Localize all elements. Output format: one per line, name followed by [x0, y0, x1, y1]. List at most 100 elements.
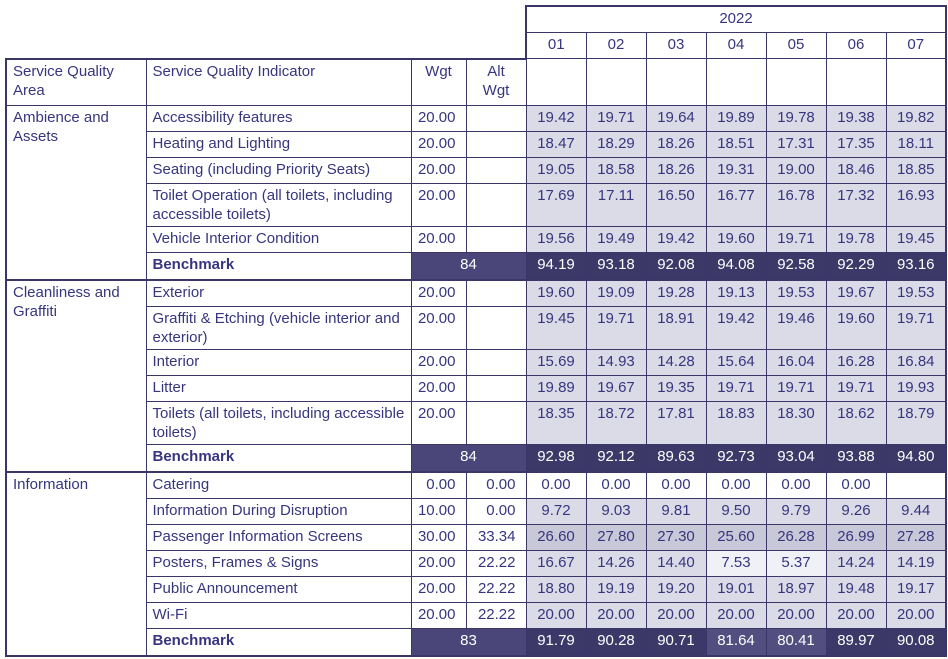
benchmark-value-cell: 80.41 [765, 627, 827, 657]
value-cell: 19.35 [645, 374, 707, 402]
value-cell: 18.80 [525, 575, 587, 603]
value-cell: 16.04 [765, 348, 827, 376]
column-header-alt-wgt: Alt Wgt [465, 57, 527, 106]
value-cell: 14.40 [645, 549, 707, 577]
value-cell: 9.79 [765, 497, 827, 525]
value-cell: 19.71 [825, 374, 887, 402]
value-cell: 19.93 [885, 374, 947, 402]
benchmark-value-cell: 90.71 [645, 627, 707, 657]
wgt-cell: 20.00 [410, 225, 467, 253]
value-cell [885, 471, 947, 499]
wgt-cell: 20.00 [410, 348, 467, 376]
indicator-row: Seating (including Priority Seats) 20.00 1… [6, 156, 947, 184]
alt-wgt-cell [465, 104, 527, 132]
column-header-indicator: Service Quality Indicator [145, 57, 412, 106]
month-header-cell: 04 [705, 32, 767, 59]
month-header-spacer-cell [765, 58, 827, 106]
sq-table: 2022 01 02 03 04 05 06 07 Service Quality Area Se… [5, 5, 947, 657]
value-cell: 26.99 [825, 523, 887, 551]
indicator-row: Litter 20.00 19.89 19.67 19.35 19.71 19.71 19.7… [6, 374, 947, 402]
benchmark-value-cell: 90.08 [885, 627, 947, 657]
alt-wgt-cell [465, 156, 527, 184]
wgt-cell: 0.00 [410, 471, 467, 499]
benchmark-value-cell: 93.18 [585, 251, 647, 281]
indicator-row: Heating and Lighting 20.00 18.47 18.29 18.26… [6, 130, 947, 158]
value-cell: 18.83 [705, 400, 767, 445]
month-header-spacer-cell [585, 58, 647, 106]
value-cell: 18.30 [765, 400, 827, 445]
benchmark-value-cell: 94.19 [525, 251, 587, 281]
indicator-cell: Toilet Operation (all toilets, including… [145, 182, 412, 227]
benchmark-value-cell: 89.97 [825, 627, 887, 657]
value-cell: 19.00 [765, 156, 827, 184]
benchmark-row: Benchmark 83 91.79 90.28 90.71 81.64 80.41 89.9… [6, 627, 947, 657]
value-cell: 16.77 [705, 182, 767, 227]
indicator-cell: Vehicle Interior Condition [145, 225, 412, 253]
value-cell: 5.37 [765, 549, 827, 577]
month-header-cell: 03 [645, 32, 707, 59]
value-cell: 15.64 [705, 348, 767, 376]
value-cell: 20.00 [645, 601, 707, 629]
value-cell: 19.82 [885, 104, 947, 132]
month-header-spacer-cell [885, 58, 947, 106]
benchmark-label-cell: Benchmark [145, 443, 412, 473]
value-cell: 19.64 [645, 104, 707, 132]
value-cell: 26.28 [765, 523, 827, 551]
service-quality-report: 2022 01 02 03 04 05 06 07 Service Quality Area Se… [5, 5, 947, 657]
value-cell: 19.71 [885, 305, 947, 350]
value-cell: 19.89 [525, 374, 587, 402]
indicator-row: Information Catering 0.00 0.00 0.00 0.00 0.00 0… [5, 471, 947, 657]
value-cell: 0.00 [585, 471, 647, 499]
column-header-area: Service Quality Area [5, 57, 147, 106]
wgt-cell: 20.00 [410, 305, 467, 350]
value-cell: 19.19 [585, 575, 647, 603]
value-cell: 19.17 [885, 575, 947, 603]
area-cell: Information [5, 471, 147, 657]
area-cell: Cleanliness and Graffiti [5, 279, 147, 473]
alt-wgt-cell [465, 225, 527, 253]
value-cell: 27.28 [885, 523, 947, 551]
value-cell: 19.31 [705, 156, 767, 184]
value-cell: 14.19 [885, 549, 947, 577]
benchmark-value-cell: 91.79 [525, 627, 587, 657]
value-cell: 19.53 [765, 279, 827, 307]
alt-wgt-cell: 0.00 [465, 497, 527, 525]
value-cell: 20.00 [705, 601, 767, 629]
value-cell: 16.78 [765, 182, 827, 227]
value-cell: 19.71 [765, 225, 827, 253]
value-cell: 19.05 [525, 156, 587, 184]
indicator-row: Graffiti & Etching (vehicle interior and… [6, 305, 947, 350]
value-cell: 17.32 [825, 182, 887, 227]
months-header-row: 01 02 03 04 05 06 07 [6, 32, 947, 59]
wgt-cell: 20.00 [410, 104, 467, 132]
value-cell: 19.48 [825, 575, 887, 603]
benchmark-weight-cell: 83 [410, 627, 527, 657]
alt-wgt-cell: 0.00 [465, 471, 527, 499]
value-cell: 9.26 [825, 497, 887, 525]
value-cell: 9.03 [585, 497, 647, 525]
value-cell: 0.00 [825, 471, 887, 499]
indicator-row: Interior 20.00 15.69 14.93 14.28 15.64 16.04 16… [6, 348, 947, 376]
value-cell: 18.97 [765, 575, 827, 603]
value-cell: 19.60 [525, 279, 587, 307]
value-cell: 17.11 [585, 182, 647, 227]
value-cell: 18.46 [825, 156, 887, 184]
value-cell: 19.71 [705, 374, 767, 402]
alt-wgt-cell [465, 374, 527, 402]
benchmark-value-cell: 93.16 [885, 251, 947, 281]
indicator-row: Toilet Operation (all toilets, including… [6, 182, 947, 227]
value-cell: 18.26 [645, 156, 707, 184]
value-cell: 17.81 [645, 400, 707, 445]
value-cell: 17.31 [765, 130, 827, 158]
indicator-cell: Wi-Fi [145, 601, 412, 629]
indicator-cell: Public Announcement [145, 575, 412, 603]
indicator-cell: Passenger Information Screens [145, 523, 412, 551]
value-cell: 19.01 [705, 575, 767, 603]
value-cell: 19.20 [645, 575, 707, 603]
value-cell: 18.51 [705, 130, 767, 158]
wgt-cell: 20.00 [410, 279, 467, 307]
wgt-cell: 10.00 [410, 497, 467, 525]
column-header-wgt: Wgt [410, 57, 467, 106]
indicator-cell: Exterior [145, 279, 412, 307]
wgt-cell: 20.00 [410, 549, 467, 577]
